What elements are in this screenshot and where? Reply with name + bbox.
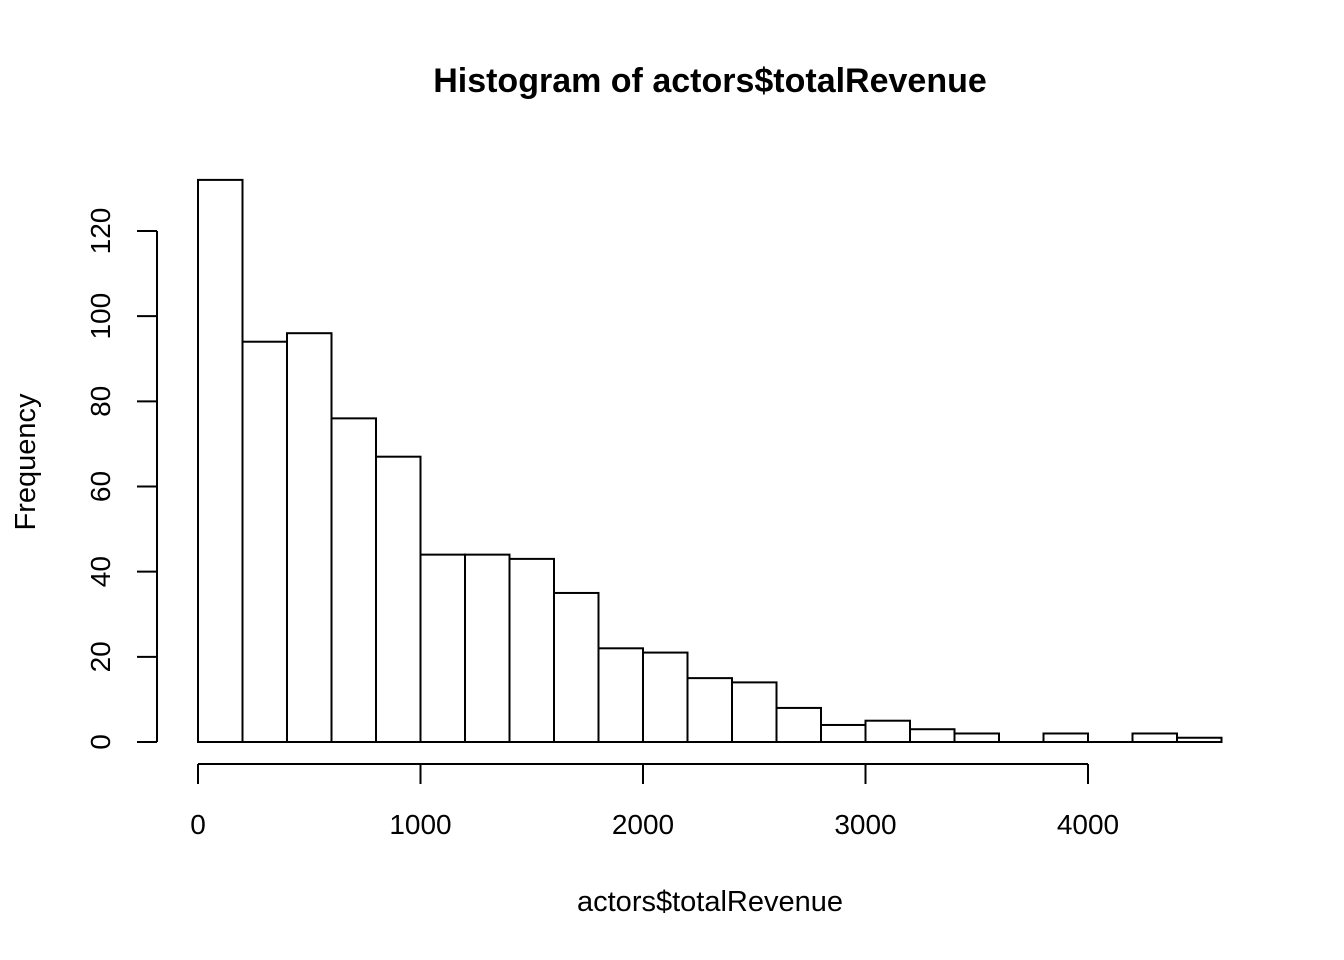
histogram-bar xyxy=(820,723,867,744)
y-tick-label: 20 xyxy=(85,641,116,672)
x-tick-label: 1000 xyxy=(389,809,451,840)
y-tick-label: 80 xyxy=(85,386,116,417)
x-tick-label: 0 xyxy=(190,809,206,840)
histogram-bar xyxy=(241,340,288,743)
histogram-bar xyxy=(953,732,1000,744)
histogram-bar xyxy=(286,332,333,743)
histogram-bar xyxy=(1131,732,1178,744)
y-tick-label: 60 xyxy=(85,471,116,502)
x-tick-label: 3000 xyxy=(834,809,896,840)
y-tick-label: 0 xyxy=(85,734,116,750)
histogram-bar xyxy=(330,417,377,743)
histogram-bar xyxy=(642,651,689,744)
histogram-bar xyxy=(375,455,422,743)
histogram-bar xyxy=(686,677,733,743)
histogram-bar xyxy=(864,719,911,743)
y-tick-label: 100 xyxy=(85,293,116,340)
x-axis: 0 1000 2000 3000 4000 xyxy=(190,763,1119,840)
x-tick-label: 2000 xyxy=(612,809,674,840)
y-axis-title: Frequency xyxy=(10,393,42,531)
x-tick-label: 4000 xyxy=(1057,809,1119,840)
histogram-bar xyxy=(909,728,956,743)
histogram-bar xyxy=(197,178,244,743)
histogram-bar xyxy=(1042,732,1089,744)
bars-group xyxy=(197,178,1223,744)
histogram-bar xyxy=(597,647,644,743)
y-axis: 0 20 40 60 80 100 120 xyxy=(85,208,158,750)
y-tick-label: 120 xyxy=(85,208,116,255)
histogram-bar xyxy=(419,553,466,744)
histogram-bar xyxy=(731,681,778,744)
histogram-bar xyxy=(508,557,555,743)
x-axis-title: actors$totalRevenue xyxy=(577,886,843,918)
histogram-bar xyxy=(1176,736,1223,743)
y-tick-label: 40 xyxy=(85,556,116,587)
histogram-bar xyxy=(553,591,600,743)
histogram-bar xyxy=(464,553,511,744)
histogram-bar xyxy=(775,706,822,744)
chart-title: Histogram of actors$totalRevenue xyxy=(433,62,987,100)
